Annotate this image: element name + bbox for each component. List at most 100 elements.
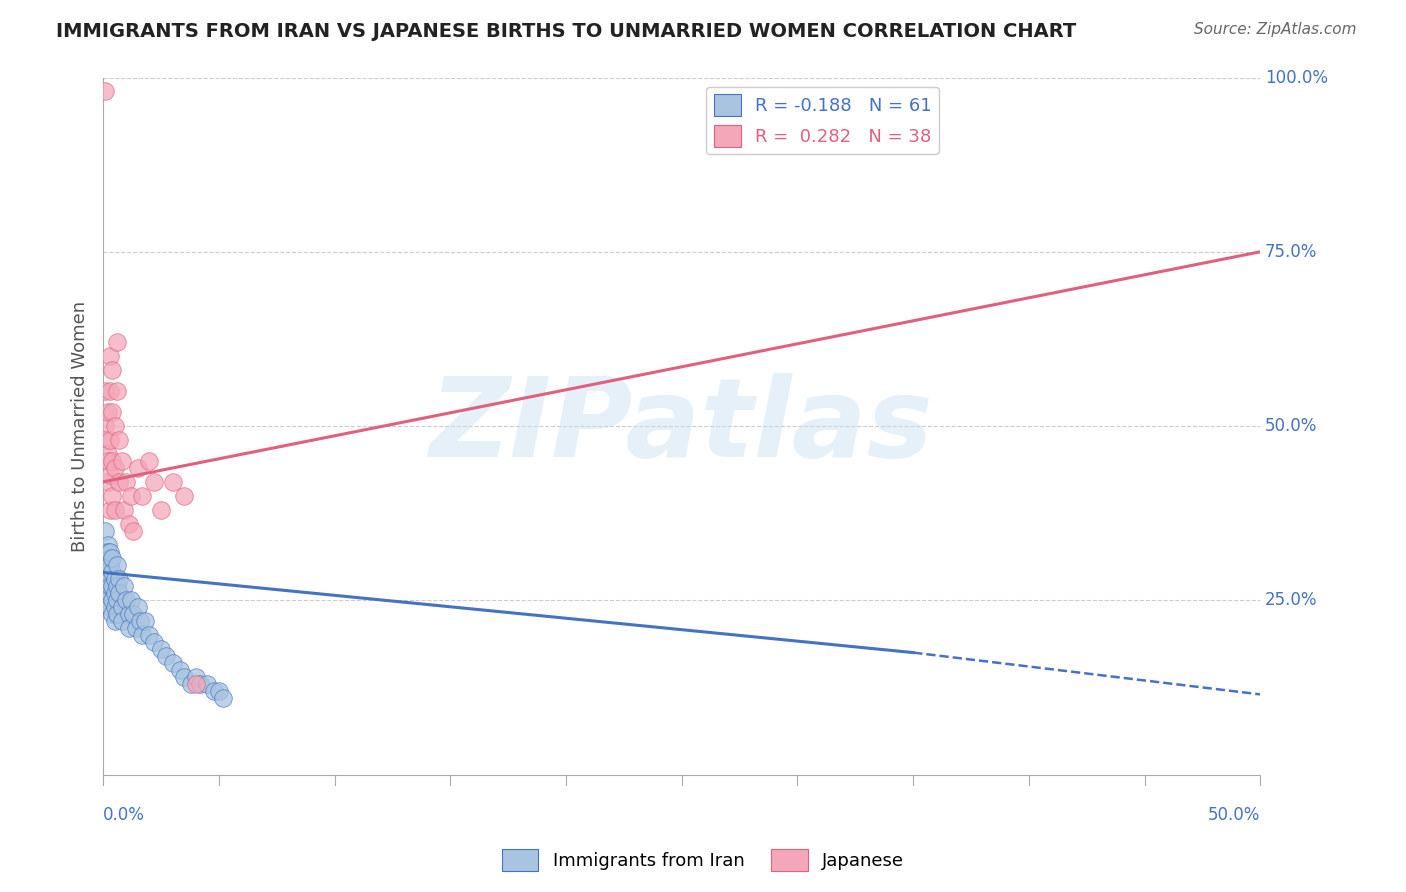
Point [104,614,127,628]
Point [122,524,145,538]
Point [105,579,128,593]
Point [97,405,120,419]
Point [101,489,124,503]
Point [108,433,131,447]
Point [202,684,225,698]
Point [97,537,120,551]
Point [131,628,153,642]
Point [97,558,120,573]
Point [98,586,121,600]
Point [111,614,134,628]
Point [108,586,131,600]
Point [162,656,184,670]
Point [169,663,191,677]
Point [94,433,117,447]
Point [105,593,128,607]
Point [97,593,120,607]
Point [98,573,121,587]
Point [129,614,152,628]
Point [105,558,128,573]
Point [97,579,120,593]
Point [105,384,128,399]
Point [98,579,121,593]
Point [101,363,124,377]
Point [184,677,207,691]
Point [104,461,127,475]
Point [104,586,127,600]
Text: 25.0%: 25.0% [1265,591,1317,609]
Point [104,573,127,587]
Point [97,475,120,489]
Point [127,600,149,615]
Point [155,649,177,664]
Point [162,475,184,489]
Point [97,544,120,558]
Point [195,677,218,691]
Point [98,544,121,558]
Point [101,551,124,566]
Text: Source: ZipAtlas.com: Source: ZipAtlas.com [1194,22,1357,37]
Point [120,489,142,503]
Point [111,600,134,615]
Point [127,461,149,475]
Point [131,489,153,503]
Legend: R = -0.188   N = 61, R =  0.282   N = 38: R = -0.188 N = 61, R = 0.282 N = 38 [706,87,939,154]
Point [94,419,117,434]
Point [105,607,128,622]
Point [104,502,127,516]
Point [97,447,120,461]
Text: 75.0%: 75.0% [1265,243,1317,260]
Y-axis label: Births to Unmarried Women: Births to Unmarried Women [72,301,89,551]
Point [104,419,127,434]
Point [112,502,135,516]
Point [173,489,195,503]
Point [98,558,121,573]
Point [122,607,145,622]
Point [97,573,120,587]
Point [98,600,121,615]
Point [97,566,120,580]
Point [101,579,124,593]
Point [94,558,117,573]
Point [98,502,121,516]
Point [138,628,160,642]
Point [188,677,211,691]
Text: 0.0%: 0.0% [103,806,145,824]
Point [94,85,117,99]
Point [108,475,131,489]
Point [94,573,117,587]
Text: 50.0%: 50.0% [1208,806,1260,824]
Point [94,524,117,538]
Point [212,690,235,705]
Legend: Immigrants from Iran, Japanese: Immigrants from Iran, Japanese [495,842,911,879]
Point [143,475,166,489]
Point [208,684,231,698]
Point [101,607,124,622]
Text: IMMIGRANTS FROM IRAN VS JAPANESE BIRTHS TO UNMARRIED WOMEN CORRELATION CHART: IMMIGRANTS FROM IRAN VS JAPANESE BIRTHS … [56,22,1077,41]
Point [101,405,124,419]
Point [98,551,121,566]
Point [117,516,139,531]
Point [97,454,120,468]
Text: 50.0%: 50.0% [1265,417,1317,435]
Point [94,544,117,558]
Point [184,670,207,684]
Point [111,454,134,468]
Point [117,621,139,635]
Point [143,635,166,649]
Point [150,642,173,657]
Point [120,593,142,607]
Point [98,384,121,399]
Point [101,593,124,607]
Point [173,670,195,684]
Point [134,614,156,628]
Point [138,454,160,468]
Point [112,579,135,593]
Point [180,677,202,691]
Point [117,607,139,622]
Point [124,621,146,635]
Point [105,335,128,350]
Text: ZIPatlas: ZIPatlas [430,373,934,480]
Point [115,593,138,607]
Point [101,454,124,468]
